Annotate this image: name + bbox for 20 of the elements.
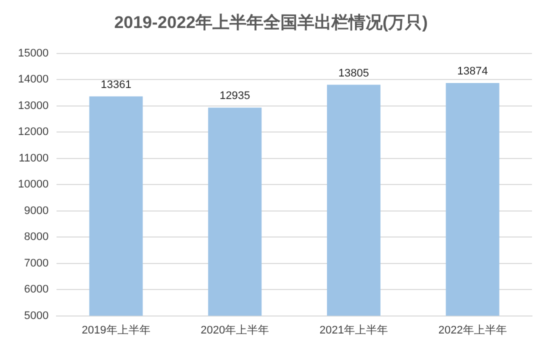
y-tick-label: 12000: [18, 126, 49, 138]
y-tick-label: 10000: [18, 178, 49, 191]
y-tick-label: 15000: [18, 47, 49, 60]
chart-title: 2019-2022年上半年全国羊出栏情况(万只): [114, 12, 428, 32]
x-tick-label: 2019年上半年: [82, 323, 150, 336]
y-tick-label: 13000: [18, 100, 49, 112]
y-tick-label: 6000: [24, 284, 49, 296]
y-tick-label: 8000: [24, 231, 49, 244]
y-tick-label: 11000: [18, 152, 49, 164]
y-tick-label: 9000: [24, 204, 49, 217]
x-tick-label: 2021年上半年: [319, 323, 388, 336]
y-tick-label: 7000: [24, 257, 49, 270]
x-tick-label: 2022年上半年: [438, 323, 507, 336]
data-label: 12935: [220, 90, 250, 102]
data-label: 13361: [100, 78, 132, 91]
x-tick-label: 2020年上半年: [200, 323, 270, 336]
y-tick-label: 5000: [24, 310, 49, 322]
data-label: 13874: [457, 65, 488, 78]
data-label: 13805: [338, 67, 370, 80]
y-tick-label: 14000: [18, 74, 49, 86]
